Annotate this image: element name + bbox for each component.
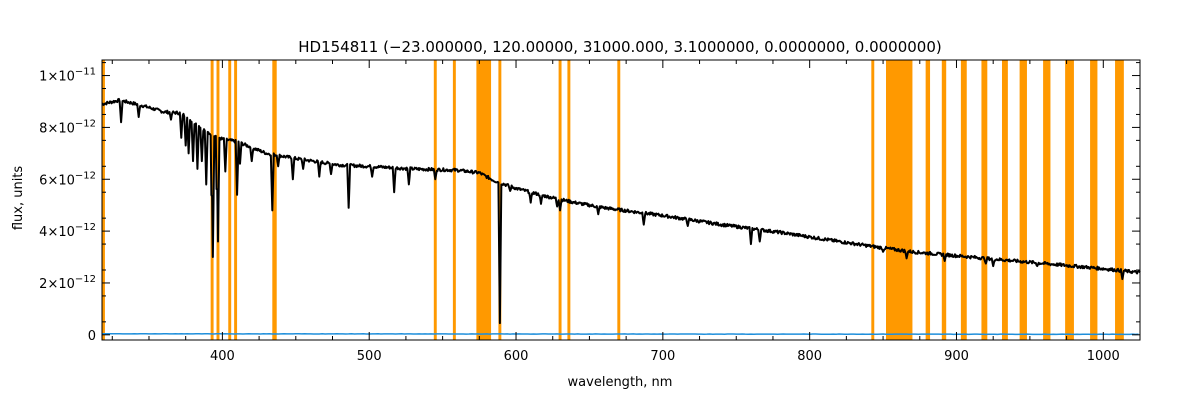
x-tick-label: 800 — [797, 349, 822, 364]
x-tick-label: 1000 — [1087, 349, 1120, 364]
masked-band — [558, 60, 562, 340]
x-tick-label: 700 — [650, 349, 675, 364]
x-tick-label: 600 — [504, 349, 529, 364]
x-tick-label: 900 — [944, 349, 969, 364]
masked-band — [1019, 60, 1027, 340]
masked-band — [476, 60, 492, 340]
chart-title: HD154811 (−23.000000, 120.00000, 31000.0… — [298, 38, 942, 56]
masked-band — [941, 60, 947, 340]
masked-band — [228, 60, 232, 340]
masked-band — [1090, 60, 1098, 340]
masked-band — [433, 60, 437, 340]
masked-band — [1065, 60, 1074, 340]
masked-band — [1115, 60, 1124, 340]
y-axis-label: flux, units — [11, 166, 26, 231]
masked-band — [452, 60, 456, 340]
y-tick-label: 4×10−12 — [39, 222, 96, 240]
error-series-line — [102, 332, 1139, 336]
masked-band — [498, 60, 502, 340]
series-layer — [101, 97, 1141, 336]
x-tick-label: 500 — [357, 349, 382, 364]
masked-bands — [102, 60, 1124, 340]
masked-band — [272, 60, 277, 340]
y-tick-label: 6×10−12 — [39, 170, 96, 188]
flux-series-line — [101, 97, 1141, 325]
masked-band — [871, 60, 875, 340]
x-axis-label: wavelength, nm — [568, 375, 673, 390]
masked-band — [1001, 60, 1008, 340]
y-axis: 0 2×10−12 4×10−12 6×10−12 8×10−12 1×10−11 — [39, 62, 1140, 344]
masked-band — [886, 60, 913, 340]
y-tick-label: 1×10−11 — [39, 67, 96, 85]
x-tick-label: 400 — [210, 349, 235, 364]
masked-band — [925, 60, 931, 340]
y-tick-label: 2×10−12 — [39, 274, 96, 292]
masked-band — [617, 60, 621, 340]
masked-band — [960, 60, 967, 340]
masked-band — [102, 60, 105, 340]
masked-band — [234, 60, 238, 340]
y-tick-label: 0 — [88, 329, 96, 344]
x-axis: 400 500 600 700 800 900 1000 — [111, 60, 1120, 364]
masked-band — [981, 60, 988, 340]
plot-frame — [101, 59, 1141, 341]
y-tick-label: 8×10−12 — [39, 118, 96, 136]
masked-band — [1043, 60, 1051, 340]
